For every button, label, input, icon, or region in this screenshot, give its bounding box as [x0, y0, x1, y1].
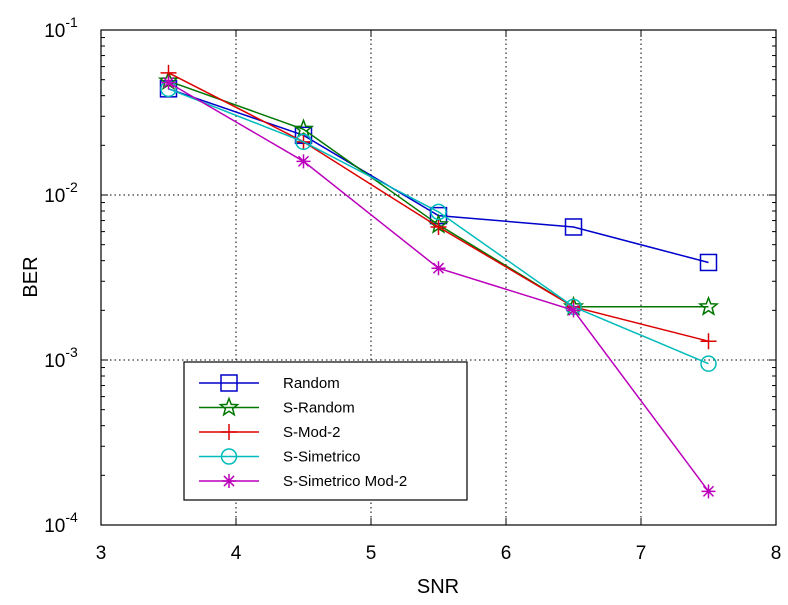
x-tick-label: 5 — [366, 543, 377, 564]
data-point-s-simetrico-mod-2 — [296, 154, 311, 169]
legend-marker-s-mod-2 — [221, 424, 237, 440]
legend-marker-s-simetrico — [220, 448, 238, 465]
data-point-s-simetrico-mod-2 — [701, 484, 716, 499]
y-tick-label: 10-2 — [44, 179, 78, 207]
legend-marker-random — [220, 374, 238, 392]
legend: Random S-Random S-Mod-2 S-Simetrico S-Simetr… — [183, 361, 468, 501]
legend-marker-s-random — [218, 396, 240, 417]
legend-label-random: Random — [283, 375, 340, 392]
data-point-random — [564, 218, 583, 236]
y-tick-label: 10-1 — [44, 14, 78, 42]
data-point-random — [699, 253, 718, 272]
series-line-s-simetrico — [168, 88, 709, 365]
x-tick-label: 8 — [771, 543, 782, 564]
plot-frame — [100, 29, 777, 526]
ticks: 3 4 5 6 7 8 10-4 10-3 10-2 10-1 — [44, 14, 781, 564]
data-point-s-simetrico-mod-2 — [566, 303, 581, 318]
data-point-s-random — [292, 118, 315, 139]
legend-label-s-simetrico-mod-2: S-Simetrico Mod-2 — [283, 473, 407, 490]
legend-marker-s-simetrico-mod-2 — [222, 474, 236, 488]
legend-label-s-simetrico: S-Simetrico — [283, 449, 361, 466]
x-tick-label: 3 — [96, 543, 107, 564]
x-tick-label: 4 — [231, 543, 242, 564]
data-point-s-simetrico-mod-2 — [161, 75, 176, 90]
series-layer — [157, 64, 720, 499]
x-tick-label: 6 — [501, 543, 512, 564]
data-point-s-mod-2 — [430, 218, 447, 235]
y-axis-label: BER — [20, 256, 42, 297]
x-axis-label: SNR — [417, 576, 459, 598]
y-tick-label: 10-4 — [44, 509, 78, 537]
y-tick-label: 10-3 — [44, 344, 78, 372]
legend-label-s-random: S-Random — [283, 400, 355, 417]
series-s-simetrico — [160, 80, 717, 372]
legend-box — [183, 361, 468, 501]
series-s-simetrico-mod-2 — [161, 75, 716, 499]
data-point-s-simetrico — [430, 203, 447, 221]
data-point-s-simetrico-mod-2 — [431, 261, 446, 276]
data-point-s-mod-2 — [700, 333, 717, 350]
legend-label-s-mod-2: S-Mod-2 — [283, 424, 341, 441]
x-tick-label: 7 — [636, 543, 647, 564]
data-point-s-simetrico — [700, 355, 717, 372]
data-point-s-simetrico — [295, 133, 312, 151]
data-point-s-random — [697, 295, 720, 316]
